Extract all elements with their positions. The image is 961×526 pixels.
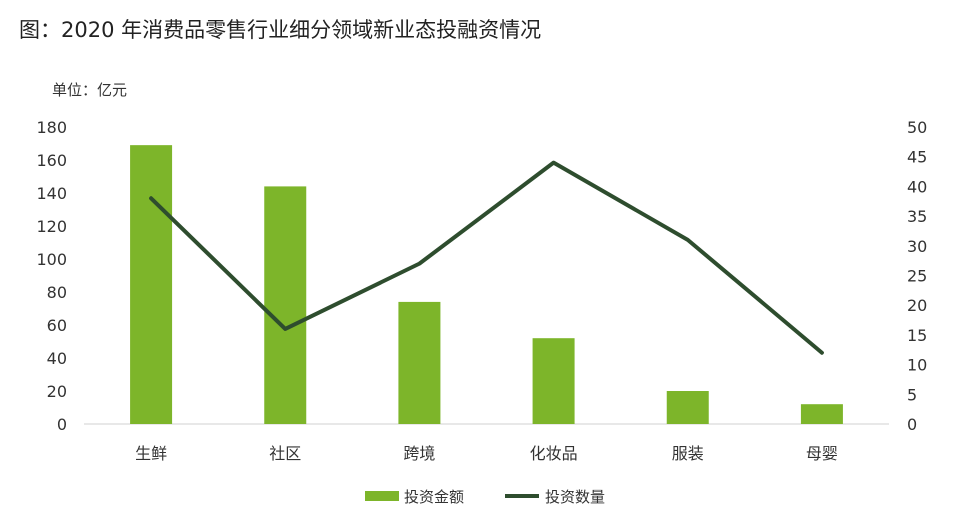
bar — [532, 338, 575, 424]
y-left-tick-label: 120 — [36, 217, 67, 236]
y-left-tick-label: 180 — [36, 118, 67, 137]
y-left-tick-label: 0 — [57, 415, 67, 434]
y-left-tick-label: 40 — [47, 349, 67, 368]
series-line — [149, 160, 824, 355]
y-right-tick-label: 35 — [907, 207, 927, 226]
y-left-tick-label: 160 — [36, 151, 67, 170]
y-right-tick-label: 45 — [907, 148, 927, 167]
y-left-tick-label: 60 — [47, 316, 67, 335]
x-tick-label: 生鲜 — [135, 444, 167, 463]
bar-series — [130, 145, 843, 424]
bar — [130, 145, 173, 424]
y-right-tick-label: 5 — [907, 385, 917, 404]
y-right-tick-label: 20 — [907, 296, 927, 315]
y-right-tick-label: 25 — [907, 267, 927, 286]
x-tick-label: 跨境 — [403, 444, 435, 463]
legend: 投资金额 投资数量 — [365, 488, 605, 506]
x-tick-label: 母婴 — [806, 444, 838, 463]
x-tick-label: 化妆品 — [530, 444, 578, 463]
y-right-tick-label: 15 — [907, 326, 927, 345]
y-left-tick-label: 140 — [36, 184, 67, 203]
legend-label-line: 投资数量 — [545, 488, 605, 506]
x-tick-label: 社区 — [269, 444, 301, 463]
bar — [800, 404, 843, 424]
unit-label: 单位：亿元 — [52, 81, 127, 99]
y-right-tick-label: 40 — [907, 177, 927, 196]
bar — [398, 301, 441, 424]
axes: 0 20 40 60 80 100 120 140 160 180 0 5 10 15 20 25 30 35 40… — [36, 118, 927, 463]
y-right-tick-label: 50 — [907, 118, 927, 137]
chart-title: 图：2020 年消费品零售行业细分领域新业态投融资情况 — [19, 18, 541, 42]
line-series — [149, 160, 824, 355]
x-tick-label: 服装 — [672, 444, 704, 463]
y-right-tick-label: 10 — [907, 356, 927, 375]
bar — [264, 186, 307, 424]
bar — [666, 391, 709, 424]
y-left-tick-label: 20 — [47, 382, 67, 401]
y-left-tick-label: 100 — [36, 250, 67, 269]
y-left-tick-label: 80 — [47, 283, 67, 302]
y-right-tick-label: 30 — [907, 237, 927, 256]
legend-swatch-bar — [365, 491, 399, 501]
y-right-tick-label: 0 — [907, 415, 917, 434]
legend-label-bar: 投资金额 — [404, 488, 464, 506]
